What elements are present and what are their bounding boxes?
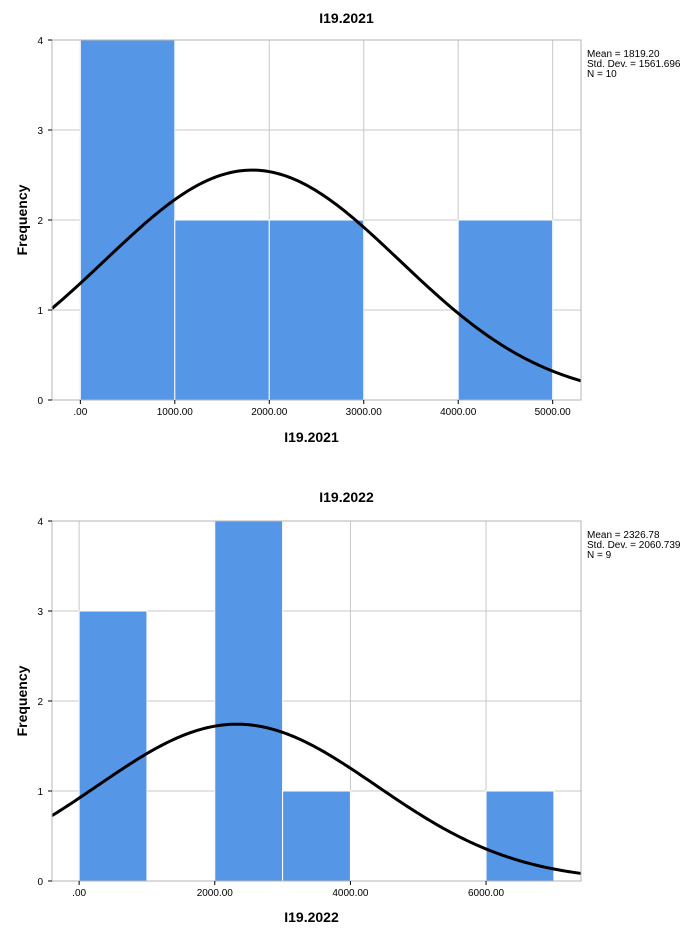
normal-curve [51, 168, 582, 383]
y-tick-label: 2 [37, 697, 43, 708]
stats-text: N = 9 [587, 550, 612, 561]
y-tick-label: 1 [37, 787, 43, 798]
x-tick-label: 5000.00 [535, 407, 572, 418]
histogram-chart: 0 1 2 3 4 .00 1000.00 2000.00 3000.00 4000.00 5000… [14, 10, 681, 445]
y-tick-label: 4 [37, 36, 43, 47]
chart-title: I19.2021 [319, 10, 374, 26]
x-axis-label: I19.2021 [284, 429, 339, 445]
stats-text: Std. Dev. = 1561.696 [587, 59, 681, 70]
histogram-bar [174, 219, 270, 401]
x-tick-label: 6000.00 [468, 888, 505, 899]
stats-text: N = 10 [587, 69, 617, 80]
x-axis-label: I19.2022 [284, 909, 339, 925]
x-tick-label: 4000.00 [332, 888, 369, 899]
x-tick-label: 1000.00 [157, 407, 194, 418]
chart-title: I19.2022 [319, 489, 374, 505]
stats-text: Mean = 1819.20 [587, 49, 660, 60]
y-tick-label: 1 [37, 306, 43, 317]
histogram-bar [78, 610, 148, 882]
stats-text: Mean = 2326.78 [587, 530, 660, 541]
y-tick-label: 0 [37, 877, 43, 888]
histogram-bar [268, 219, 365, 401]
y-tick-label: 0 [37, 396, 43, 407]
normal-curve [51, 722, 582, 875]
x-tick-label: 2000.00 [251, 407, 288, 418]
y-tick-label: 3 [37, 126, 43, 137]
y-tick-label: 2 [37, 216, 43, 227]
histogram-bar [282, 790, 351, 882]
histogram-bar [79, 39, 176, 401]
x-tick-label: .00 [72, 888, 86, 899]
x-tick-label: 4000.00 [440, 407, 477, 418]
x-tick-label: .00 [73, 407, 87, 418]
y-tick-label: 4 [37, 517, 43, 528]
histogram-chart: 0 1 2 3 4 .00 2000.00 4000.00 6000.00 I19.2022 I19… [14, 489, 681, 925]
y-tick-label: 3 [37, 607, 43, 618]
y-axis-label: Frequency [14, 184, 30, 255]
x-tick-label: 3000.00 [346, 407, 383, 418]
histogram-bar [214, 520, 284, 882]
stats-text: Std. Dev. = 2060.739 [587, 540, 681, 551]
x-tick-label: 2000.00 [197, 888, 234, 899]
histogram-bar [457, 219, 554, 401]
y-axis-label: Frequency [14, 665, 30, 736]
